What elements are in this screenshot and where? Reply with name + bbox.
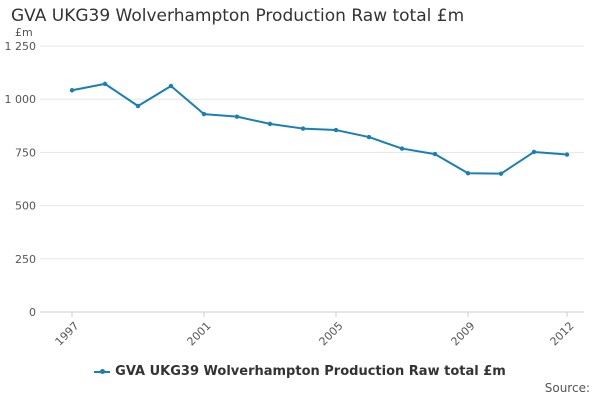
y-axis-unit-label: £m bbox=[15, 26, 33, 39]
data-point[interactable] bbox=[69, 88, 75, 93]
y-tick-label: 0 bbox=[29, 306, 36, 319]
data-point[interactable] bbox=[300, 126, 306, 131]
x-tick-label: 2009 bbox=[449, 319, 478, 348]
chart-title: GVA UKG39 Wolverhampton Production Raw t… bbox=[11, 6, 465, 26]
data-point[interactable] bbox=[201, 111, 207, 117]
data-point[interactable] bbox=[267, 121, 273, 127]
series-layer bbox=[69, 81, 570, 176]
data-point[interactable] bbox=[366, 134, 372, 140]
data-point[interactable] bbox=[168, 83, 174, 89]
y-tick-label: 500 bbox=[15, 200, 36, 213]
data-point[interactable] bbox=[432, 151, 438, 157]
data-point[interactable] bbox=[465, 171, 471, 176]
x-tick-label: 1997 bbox=[53, 319, 82, 348]
data-point[interactable] bbox=[399, 146, 405, 151]
legend-swatch bbox=[94, 368, 111, 374]
data-point[interactable] bbox=[135, 103, 141, 109]
source-label: Source: bbox=[544, 381, 590, 395]
data-point[interactable] bbox=[564, 152, 570, 157]
series-line bbox=[71, 82, 568, 175]
data-point[interactable] bbox=[333, 127, 339, 133]
y-tick-label: 1 250 bbox=[5, 40, 37, 53]
legend[interactable]: GVA UKG39 Wolverhampton Production Raw t… bbox=[0, 364, 600, 379]
y-tick-label: 1 000 bbox=[5, 93, 37, 106]
data-point[interactable] bbox=[531, 149, 537, 155]
y-tick-label: 750 bbox=[15, 146, 36, 159]
x-axis: 1997 2001 2005 2009 2012 bbox=[40, 311, 584, 348]
data-point[interactable] bbox=[234, 114, 240, 119]
legend-label: GVA UKG39 Wolverhampton Production Raw t… bbox=[115, 364, 506, 379]
y-tick-label: 250 bbox=[15, 253, 36, 266]
gridlines bbox=[40, 45, 584, 260]
x-tick-label: 2001 bbox=[185, 319, 214, 348]
y-axis: 0 250 500 750 1 000 1 250 bbox=[5, 40, 37, 319]
x-tick-label: 2005 bbox=[317, 319, 346, 348]
data-point[interactable] bbox=[102, 81, 108, 87]
data-point[interactable] bbox=[498, 171, 504, 176]
x-tick-label: 2012 bbox=[548, 319, 577, 348]
